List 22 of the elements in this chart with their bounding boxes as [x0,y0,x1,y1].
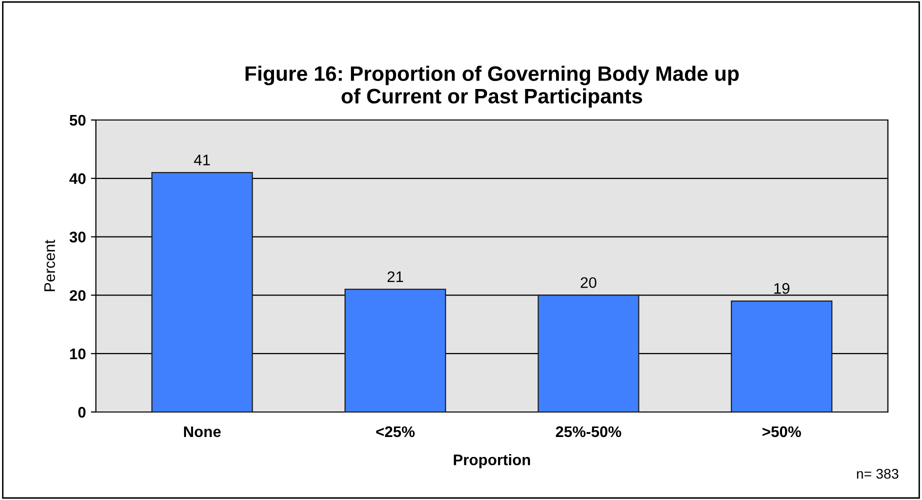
data-label: 19 [774,283,790,294]
data-label: 21 [388,271,404,282]
chart-title: Figure 16: Proportion of Governing Body Made up of Current or Past Participants [246,66,739,108]
x-tick-label: 25%-50% [556,426,622,438]
data-label: 20 [580,277,596,288]
y-tick-label: 30 [70,232,86,243]
x-tick-label: >50% [762,426,801,438]
bar [538,294,640,412]
y-tick-label: 10 [70,348,86,360]
y-tick-label: 20 [70,290,86,301]
x-tick-label: <25% [376,426,415,438]
data-label: 41 [194,154,210,166]
y-tick-label: 50 [70,114,86,126]
y-tick-label: 0 [78,406,86,418]
text: n= 383 [857,468,898,479]
y-tick-label: 40 [69,173,86,184]
bar [151,172,253,412]
bar [730,300,832,412]
x-tick-label: None [184,426,221,438]
y-axis-title: Percent [44,240,56,292]
x-axis-title: Proportion [454,454,530,468]
bar [344,288,446,412]
